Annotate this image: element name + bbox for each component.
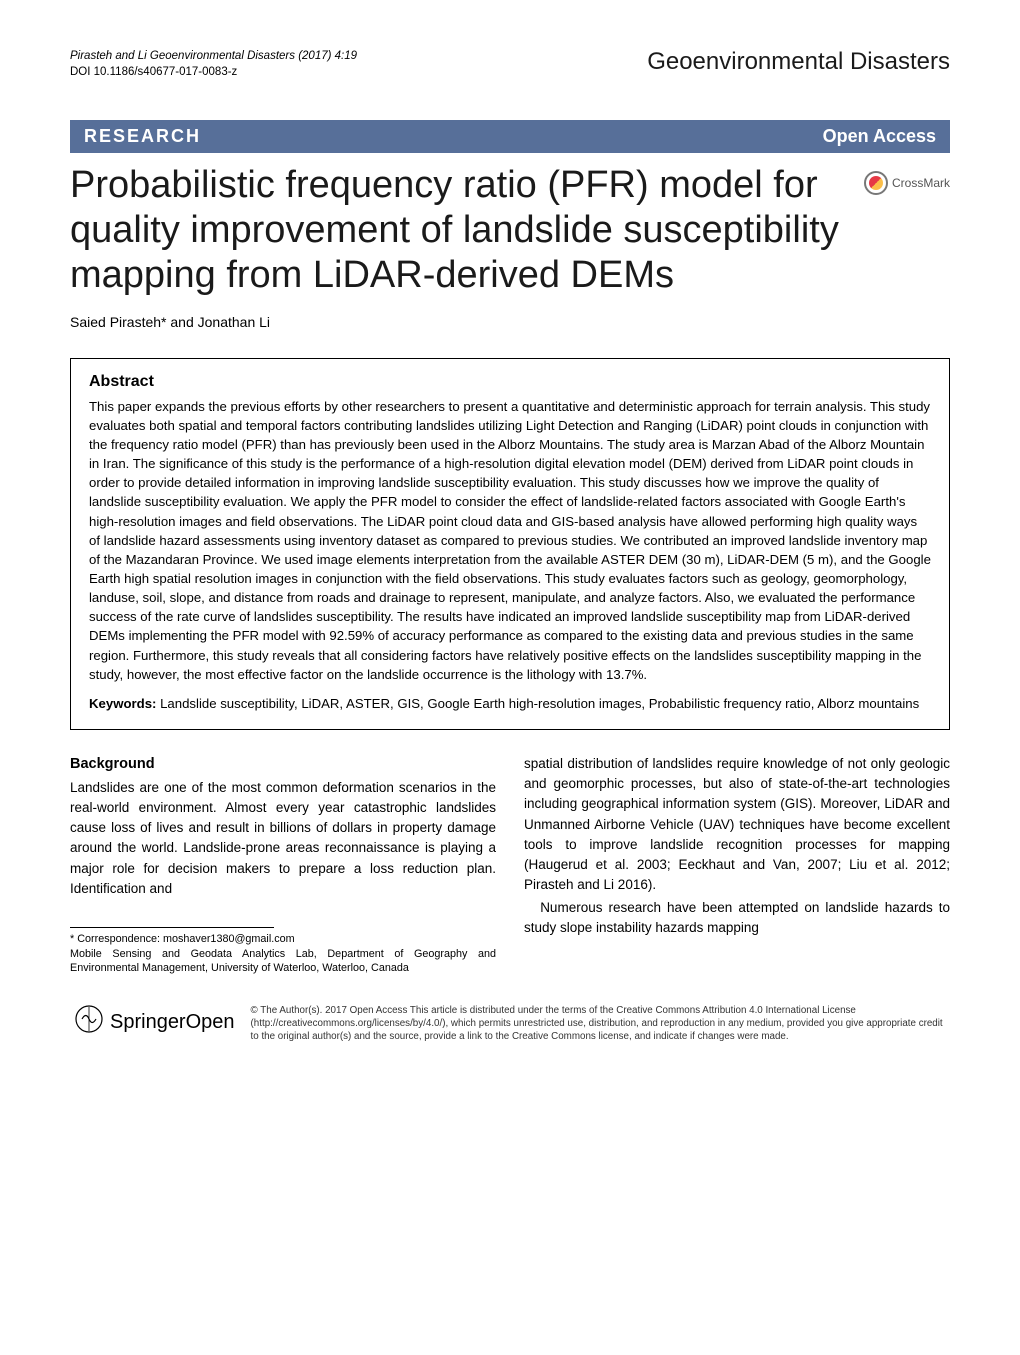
body-paragraph: Landslides are one of the most common de…: [70, 778, 496, 900]
column-right: spatial distribution of landslides requi…: [524, 754, 950, 976]
body: Background Landslides are one of the mos…: [70, 754, 950, 976]
correspondence: * Correspondence: moshaver1380@gmail.com: [70, 932, 496, 947]
open-access-label: Open Access: [823, 126, 936, 147]
springer-icon: [74, 1004, 104, 1041]
abstract-text: This paper expands the previous efforts …: [89, 397, 931, 684]
column-left: Background Landslides are one of the mos…: [70, 754, 496, 976]
affiliation: Mobile Sensing and Geodata Analytics Lab…: [70, 947, 496, 976]
header: Pirasteh and Li Geoenvironmental Disaste…: [70, 48, 950, 80]
citation: Pirasteh and Li Geoenvironmental Disaste…: [70, 48, 357, 64]
license-text: © The Author(s). 2017 Open Access This a…: [251, 1004, 946, 1044]
citation-block: Pirasteh and Li Geoenvironmental Disaste…: [70, 48, 357, 80]
author-names: Saied Pirasteh* and Jonathan Li: [70, 314, 270, 330]
article-type-banner: RESEARCH Open Access: [70, 120, 950, 153]
keywords-text: Landslide susceptibility, LiDAR, ASTER, …: [156, 696, 919, 711]
keywords-label: Keywords:: [89, 696, 156, 711]
crossmark-icon: [864, 171, 888, 195]
doi: DOI 10.1186/s40677-017-0083-z: [70, 64, 357, 80]
springer-open: Open: [186, 1011, 235, 1033]
journal-name: Geoenvironmental Disasters: [647, 48, 950, 76]
authors: Saied Pirasteh* and Jonathan Li: [70, 314, 950, 330]
abstract-heading: Abstract: [89, 373, 931, 391]
springer-text: SpringerOpen: [110, 1011, 235, 1034]
keywords: Keywords: Landslide susceptibility, LiDA…: [89, 694, 931, 713]
crossmark-label: CrossMark: [892, 176, 950, 190]
footnote-divider: [70, 927, 274, 928]
footer: SpringerOpen © The Author(s). 2017 Open …: [70, 1004, 950, 1044]
springer-logo: SpringerOpen: [74, 1004, 235, 1041]
background-heading: Background: [70, 754, 496, 776]
springer-name: Springer: [110, 1011, 186, 1033]
title-row: Probabilistic frequency ratio (PFR) mode…: [70, 163, 950, 307]
body-paragraph: Numerous research have been attempted on…: [524, 898, 950, 939]
article-title: Probabilistic frequency ratio (PFR) mode…: [70, 163, 844, 297]
crossmark-badge[interactable]: CrossMark: [864, 171, 950, 195]
article-type: RESEARCH: [84, 126, 201, 147]
abstract-box: Abstract This paper expands the previous…: [70, 358, 950, 730]
body-paragraph: spatial distribution of landslides requi…: [524, 754, 950, 896]
